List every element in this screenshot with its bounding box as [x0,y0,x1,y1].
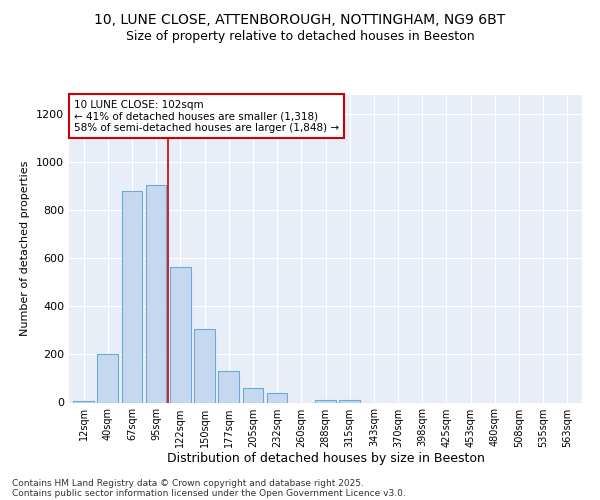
Bar [146,185,166,402]
Bar [340,400,360,402]
Bar [242,388,263,402]
X-axis label: Distribution of detached houses by size in Beeston: Distribution of detached houses by size … [167,452,484,466]
Bar [97,354,118,403]
Text: Contains public sector information licensed under the Open Government Licence v3: Contains public sector information licen… [12,488,406,498]
Bar [194,329,215,402]
Bar [218,372,239,402]
Text: 10 LUNE CLOSE: 102sqm
← 41% of detached houses are smaller (1,318)
58% of semi-d: 10 LUNE CLOSE: 102sqm ← 41% of detached … [74,100,339,133]
Bar [170,267,191,402]
Bar [315,400,336,402]
Bar [267,393,287,402]
Text: Size of property relative to detached houses in Beeston: Size of property relative to detached ho… [125,30,475,43]
Y-axis label: Number of detached properties: Number of detached properties [20,161,31,336]
Text: 10, LUNE CLOSE, ATTENBOROUGH, NOTTINGHAM, NG9 6BT: 10, LUNE CLOSE, ATTENBOROUGH, NOTTINGHAM… [94,12,506,26]
Text: Contains HM Land Registry data © Crown copyright and database right 2025.: Contains HM Land Registry data © Crown c… [12,478,364,488]
Bar [122,191,142,402]
